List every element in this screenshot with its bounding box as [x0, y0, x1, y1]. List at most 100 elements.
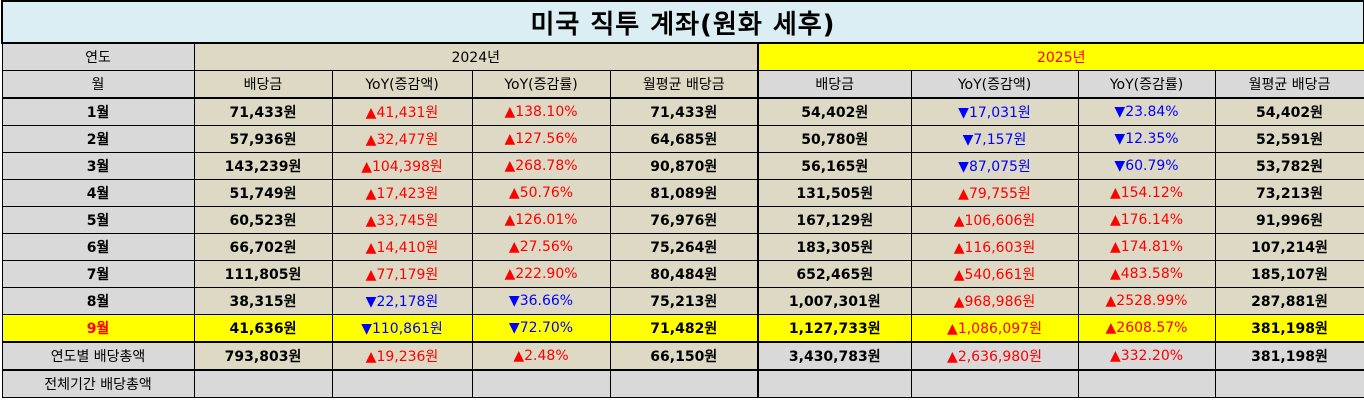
yoy-rate-2024-cell: ▲127.56%: [471, 125, 611, 153]
total-dividend-2025-cell: 3,430,783원: [757, 341, 912, 371]
year-2025-header: 2025년: [757, 42, 1364, 71]
grand-total-label: 전체기간 배당총액: [1, 369, 195, 398]
yoy-rate-2024-cell: ▲222.90%: [471, 260, 611, 288]
total-dividend-2024-cell: 793,803원: [193, 341, 333, 371]
yoy-amount-2025-cell: ▲116,603원: [910, 233, 1079, 261]
month-cell: 3월: [1, 152, 195, 180]
month-cell: 8월: [1, 287, 195, 315]
total-yoy-amount-2024-cell: ▲19,236원: [331, 341, 473, 371]
yoy-amount-2025-cell: ▼87,075원: [910, 152, 1079, 180]
dividend-2024-cell: 51,749원: [193, 179, 333, 207]
col-monthly-avg-2024: 월평균 배당금: [609, 70, 759, 99]
yoy-rate-2024-cell: ▼72.70%: [471, 314, 611, 343]
total-monthly-avg-2025-cell: 381,198원: [1214, 341, 1364, 371]
monthly-avg-2025-cell: 107,214원: [1214, 233, 1364, 261]
dividend-2025-cell: 167,129원: [757, 206, 912, 234]
col-yoy-rate-2025: YoY(증감률): [1077, 70, 1216, 99]
total-yoy-rate-2025-cell: ▲332.20%: [1077, 341, 1216, 371]
table-row: 6월 66,702원 ▲14,410원 ▲27.56% 75,264원 183,305원 ▲…: [1, 233, 1364, 261]
yoy-amount-2025-cell: ▲106,606원: [910, 206, 1079, 234]
total-yoy-amount-2025-cell: ▲2,636,980원: [910, 341, 1079, 371]
dividend-2024-cell: 111,805원: [193, 260, 333, 288]
dividend-2024-cell: 60,523원: [193, 206, 333, 234]
yoy-rate-2025-cell: ▼23.84%: [1077, 97, 1216, 126]
yoy-rate-2024-cell: ▲50.76%: [471, 179, 611, 207]
month-cell: 7월: [1, 260, 195, 288]
dividend-2024-cell: 41,636원: [193, 314, 333, 343]
table-row: 3월 143,239원 ▲104,398원 ▲268.78% 90,870원 56,165…: [1, 152, 1364, 180]
dividend-2024-cell: 38,315원: [193, 287, 333, 315]
month-cell: 2월: [1, 125, 195, 153]
table-row: 9월 41,636원 ▼110,861원 ▼72.70% 71,482원 1,127,73…: [1, 314, 1364, 343]
dividend-2025-cell: 183,305원: [757, 233, 912, 261]
totals-row: 연도별 배당총액 793,803원 ▲19,236원 ▲2.48% 66,150원 3,4…: [1, 341, 1364, 371]
monthly-avg-2025-cell: 73,213원: [1214, 179, 1364, 207]
dividend-2025-cell: 1,007,301원: [757, 287, 912, 315]
table-row: 1월 71,433원 ▲41,431원 ▲138.10% 71,433원 54,402원 ▼…: [1, 97, 1364, 126]
dividend-2025-cell: 54,402원: [757, 97, 912, 126]
grand-total-row: 전체기간 배당총액: [1, 369, 1364, 398]
year-2024-header: 2024년: [193, 42, 759, 71]
yoy-amount-2024-cell: ▲77,179원: [331, 260, 473, 288]
total-yoy-rate-2024-cell: ▲2.48%: [471, 341, 611, 371]
col-monthly-avg-2025: 월평균 배당금: [1214, 70, 1364, 99]
yoy-amount-2024-cell: ▲32,477원: [331, 125, 473, 153]
yoy-amount-2024-cell: ▲33,745원: [331, 206, 473, 234]
dividend-2024-cell: 57,936원: [193, 125, 333, 153]
dividend-2024-cell: 143,239원: [193, 152, 333, 180]
yoy-amount-2024-cell: ▼110,861원: [331, 314, 473, 343]
yoy-amount-2025-cell: ▼7,157원: [910, 125, 1079, 153]
dividend-2025-cell: 50,780원: [757, 125, 912, 153]
empty-cell: [910, 369, 1079, 398]
month-cell: 5월: [1, 206, 195, 234]
month-cell: 6월: [1, 233, 195, 261]
table-row: 8월 38,315원 ▼22,178원 ▼36.66% 75,213원 1,007,301…: [1, 287, 1364, 315]
dividend-2025-cell: 56,165원: [757, 152, 912, 180]
yoy-amount-2025-cell: ▲1,086,097원: [910, 314, 1079, 343]
totals-label: 연도별 배당총액: [1, 341, 195, 371]
table-row: 7월 111,805원 ▲77,179원 ▲222.90% 80,484원 652,465…: [1, 260, 1364, 288]
empty-cell: [1077, 369, 1216, 398]
col-yoy-rate-2024: YoY(증감률): [471, 70, 611, 99]
monthly-avg-2024-cell: 64,685원: [609, 125, 759, 153]
dividend-2025-cell: 131,505원: [757, 179, 912, 207]
yoy-rate-2025-cell: ▲483.58%: [1077, 260, 1216, 288]
empty-cell: [331, 369, 473, 398]
table-row: 5월 60,523원 ▲33,745원 ▲126.01% 76,976원 167,129원…: [1, 206, 1364, 234]
yoy-rate-2025-cell: ▲154.12%: [1077, 179, 1216, 207]
monthly-avg-2025-cell: 381,198원: [1214, 314, 1364, 343]
monthly-avg-2025-cell: 53,782원: [1214, 152, 1364, 180]
yoy-amount-2024-cell: ▲104,398원: [331, 152, 473, 180]
yoy-amount-2024-cell: ▼22,178원: [331, 287, 473, 315]
empty-cell: [471, 369, 611, 398]
year-label: 연도: [1, 42, 195, 71]
dividend-2025-cell: 652,465원: [757, 260, 912, 288]
col-yoy-amount-2024: YoY(증감액): [331, 70, 473, 99]
monthly-avg-2024-cell: 90,870원: [609, 152, 759, 180]
col-yoy-amount-2025: YoY(증감액): [910, 70, 1079, 99]
yoy-amount-2025-cell: ▼17,031원: [910, 97, 1079, 126]
month-label: 월: [1, 70, 195, 99]
yoy-amount-2025-cell: ▲540,661원: [910, 260, 1079, 288]
yoy-amount-2025-cell: ▲968,986원: [910, 287, 1079, 315]
empty-cell: [1214, 369, 1364, 398]
table-row: 4월 51,749원 ▲17,423원 ▲50.76% 81,089원 131,505원 ▲…: [1, 179, 1364, 207]
dividend-2024-cell: 66,702원: [193, 233, 333, 261]
monthly-avg-2024-cell: 76,976원: [609, 206, 759, 234]
yoy-rate-2025-cell: ▲2528.99%: [1077, 287, 1216, 315]
dividend-2025-cell: 1,127,733원: [757, 314, 912, 343]
yoy-rate-2024-cell: ▲138.10%: [471, 97, 611, 126]
yoy-amount-2025-cell: ▲79,755원: [910, 179, 1079, 207]
col-dividend-2025: 배당금: [757, 70, 912, 99]
yoy-rate-2025-cell: ▲174.81%: [1077, 233, 1216, 261]
yoy-rate-2025-cell: ▲2608.57%: [1077, 314, 1216, 343]
monthly-avg-2025-cell: 185,107원: [1214, 260, 1364, 288]
yoy-rate-2024-cell: ▲126.01%: [471, 206, 611, 234]
yoy-rate-2025-cell: ▼60.79%: [1077, 152, 1216, 180]
month-cell: 9월: [1, 314, 195, 343]
yoy-rate-2024-cell: ▼36.66%: [471, 287, 611, 315]
monthly-avg-2024-cell: 81,089원: [609, 179, 759, 207]
month-cell: 4월: [1, 179, 195, 207]
